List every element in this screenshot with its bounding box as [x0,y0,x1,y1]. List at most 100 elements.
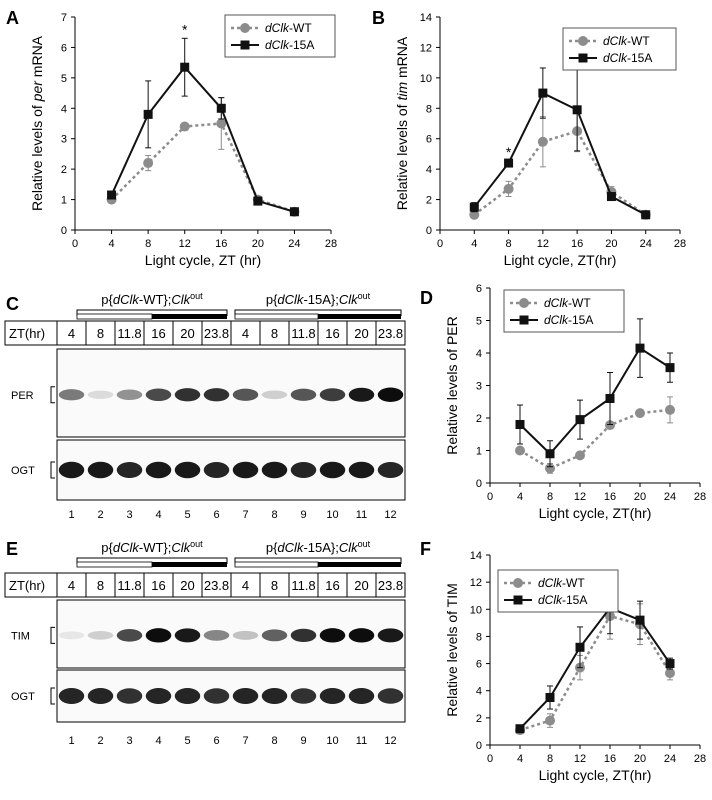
data-point-mut [253,196,263,206]
y-tick-label: 8 [476,631,482,643]
light-bar [234,561,319,568]
y-tick-label: 4 [426,164,432,176]
y-tick-label: 2 [476,413,482,425]
data-point-wt [179,121,190,132]
panel-label-d: D [420,288,433,308]
band [87,390,114,399]
dark-bar [152,562,227,567]
band [261,390,288,400]
data-point-mut [572,105,582,115]
data-point-wt [575,450,585,461]
zt-value: 4 [68,326,75,341]
band-bracket [50,386,55,404]
legend-label-wt: dClk-WT [544,296,591,310]
data-point-mut [635,343,645,353]
y-tick-label: 2 [61,164,67,176]
zt-value: 16 [151,326,165,341]
y-tick-label: 0 [61,225,67,237]
legend-label-wt: dClk-WT [538,576,585,590]
group-label-italic: Clk [339,540,359,555]
x-axis-label: Light cycle, ZT(hr) [504,252,617,268]
dark-bar [318,562,401,567]
group-label-sup: out [190,539,203,549]
data-point-mut [605,394,615,403]
data-point-wt [665,404,675,415]
group-label-italic: dClk [113,292,141,307]
x-tick-label: 12 [537,238,549,250]
x-tick-label: 12 [574,753,586,765]
lane-number: 10 [326,509,338,521]
band-bracket [50,687,55,705]
y-tick-label: 7 [61,12,67,24]
y-tick-label: 3 [476,381,482,393]
legend-marker-mut [513,595,523,605]
group-bracket [234,309,402,316]
x-tick-label: 16 [571,238,583,250]
legend-marker-mut [240,40,250,50]
legend-label-suffix: -WT [289,21,312,35]
x-tick-label: 4 [109,238,115,250]
lane-number: 5 [184,509,190,521]
y-tick-label: 12 [470,577,482,589]
band [87,461,114,479]
legend-box [503,289,625,333]
y-tick-label: 6 [426,134,432,146]
band [290,462,317,478]
legend-marker-wt [513,578,523,588]
significance-asterisk: * [182,21,188,37]
blot-e: p{dClk-WT};Clkout p{dClk-15A};ClkoutZT(hr… [4,539,406,747]
y-tick-label: 4 [476,348,482,360]
data-point-mut [216,103,226,113]
y-axis-label-part: Relative levels of [29,101,45,211]
zt-value: 20 [180,326,194,341]
panel-label-f: F [420,539,431,559]
x-tick-label: 20 [252,238,264,250]
data-point-wt [635,408,645,419]
zt-row-label: ZT(hr) [9,578,45,593]
lane-number: 3 [126,735,132,747]
y-tick-label: 10 [420,73,432,85]
data-point-mut [545,449,555,459]
band [87,631,114,640]
data-point-mut [606,192,616,202]
band [203,688,230,704]
zt-value: 11.8 [291,578,315,593]
data-point-wt [143,158,154,169]
group-label-part: -WT}; [139,292,172,307]
zt-value: 4 [242,326,249,341]
band [261,629,288,642]
data-point-wt [605,420,615,431]
zt-value: 16 [325,326,339,341]
zt-value: 8 [271,326,278,341]
lane-number: 1 [68,509,74,521]
band-bracket [50,461,55,479]
group-bracket [234,557,402,564]
dark-bar [318,314,401,319]
light-bar [76,561,153,568]
band [203,629,230,641]
series-line-mut [473,91,647,216]
legend-label-mut: dClk-15A [544,313,593,327]
band-label: OGT [11,691,35,703]
data-point-mut [504,158,514,168]
data-point-wt [216,118,227,129]
band-label: PER [11,390,34,402]
lane-number: 7 [242,509,248,521]
legend-label-mut: dClk-15A [603,51,652,65]
lane-number: 9 [300,735,306,747]
zt-value: 11.8 [291,326,315,341]
y-axis-label: Relative levels of per mRNA [29,35,45,211]
dark-bar [152,314,227,319]
light-bar [76,313,153,320]
legend-label-suffix: -WT [627,34,650,48]
group-label-part: p{ [101,292,113,307]
zt-value: 4 [68,578,75,593]
lane-number: 8 [271,735,277,747]
band [261,688,288,704]
legend-label-suffix: -15A [627,51,652,65]
legend-box [497,569,619,613]
group-label-italic: Clk [171,540,191,555]
blot-panel [56,669,406,723]
